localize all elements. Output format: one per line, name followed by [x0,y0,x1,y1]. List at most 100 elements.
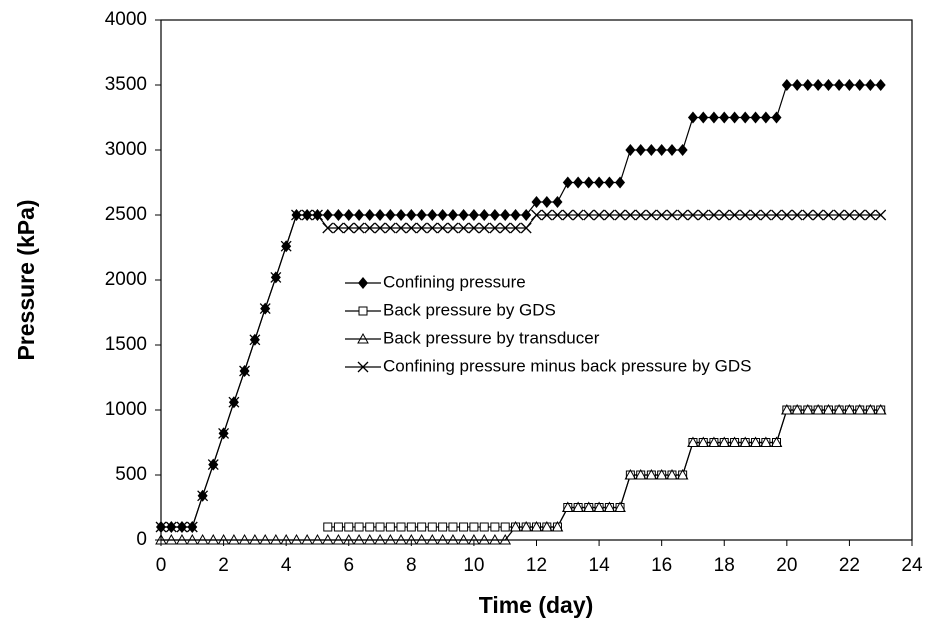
marker [771,209,782,221]
marker [791,209,803,221]
marker [458,222,470,234]
marker [259,533,272,545]
marker [687,111,698,124]
marker [875,209,887,221]
marker [812,209,824,221]
legend-label: Confining pressure minus back pressure b… [383,356,752,375]
x-tick-label: 16 [651,555,672,576]
marker [801,403,814,415]
marker [489,222,501,234]
marker [676,468,689,480]
marker [196,533,209,545]
marker [760,436,772,447]
marker [269,533,282,545]
marker [395,533,407,545]
y-axis-label: Pressure (kPa) [13,199,39,360]
marker [469,522,479,532]
marker [468,533,480,545]
marker [301,533,313,545]
marker [165,521,177,533]
marker [697,209,709,221]
marker [510,209,521,221]
legend-label: Confining pressure [383,272,526,291]
marker [792,79,803,91]
marker [802,209,814,221]
marker [249,533,261,545]
marker [396,522,406,532]
marker [457,533,470,545]
marker [854,79,865,91]
marker [176,533,188,545]
marker [594,176,605,189]
marker [718,436,731,447]
marker [750,111,761,124]
marker [551,520,564,532]
marker [687,436,699,447]
marker [582,501,595,512]
marker [311,533,324,545]
marker [332,222,344,234]
marker [666,468,678,480]
marker [655,468,668,480]
marker [384,533,397,545]
y-tick-label: 2000 [105,269,147,290]
marker [228,396,240,408]
marker [833,403,845,415]
marker [353,533,365,545]
marker [666,144,677,156]
marker [697,436,710,447]
marker [375,209,386,221]
marker [635,209,647,221]
marker [437,209,448,221]
marker [864,403,877,415]
marker [770,436,783,447]
marker [342,533,355,545]
marker [322,209,333,221]
marker [197,490,209,502]
marker [490,522,500,532]
marker [781,209,793,221]
marker [531,196,542,208]
marker [165,533,178,545]
marker [155,533,167,545]
marker [186,521,198,533]
marker [865,79,876,91]
marker [635,144,646,156]
marker [624,209,636,221]
marker [541,209,553,221]
marker [374,222,386,234]
marker [780,403,793,415]
y-tick-label: 3500 [105,74,147,95]
marker [416,222,428,234]
marker [708,209,720,221]
marker [531,209,542,221]
marker [270,271,282,283]
marker [489,209,500,221]
marker [406,522,416,532]
marker [468,222,480,234]
marker [562,176,573,189]
marker [489,533,501,545]
marker [344,522,354,532]
marker [843,209,855,221]
x-tick-label: 14 [589,555,611,576]
marker [833,209,845,221]
marker [749,436,762,447]
marker [343,222,355,234]
marker [364,209,375,221]
x-tick-label: 4 [281,555,292,576]
legend-marker [357,332,369,344]
marker [771,111,782,124]
marker [333,522,343,532]
x-tick-label: 6 [343,555,354,576]
marker [353,222,365,234]
x-axis-label: Time (day) [479,592,594,618]
marker [624,468,637,480]
x-tick-label: 8 [406,555,417,576]
y-tick-label: 2500 [105,204,147,225]
marker [364,222,376,234]
marker [604,176,615,189]
marker [645,209,657,221]
marker [729,209,741,221]
